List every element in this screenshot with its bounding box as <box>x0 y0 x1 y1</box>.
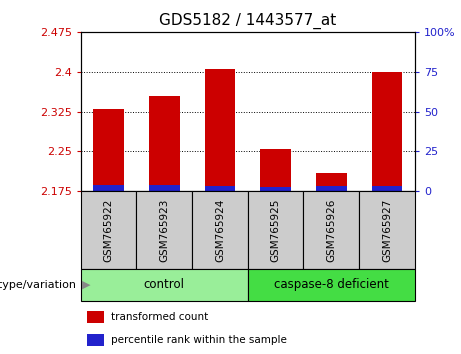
Bar <box>81 191 136 269</box>
Bar <box>248 269 415 301</box>
Bar <box>81 269 248 301</box>
Text: caspase-8 deficient: caspase-8 deficient <box>274 279 389 291</box>
Bar <box>93 109 124 191</box>
Bar <box>248 191 303 269</box>
Bar <box>205 187 235 191</box>
Text: control: control <box>144 279 185 291</box>
Bar <box>316 173 347 191</box>
Bar <box>205 69 235 191</box>
Bar <box>316 187 347 191</box>
Text: GSM765923: GSM765923 <box>159 198 169 262</box>
Text: GSM765927: GSM765927 <box>382 198 392 262</box>
Bar <box>260 149 291 191</box>
Text: GSM765922: GSM765922 <box>104 198 113 262</box>
Text: transformed count: transformed count <box>111 312 208 322</box>
Text: GSM765925: GSM765925 <box>271 198 281 262</box>
Bar <box>149 96 179 191</box>
Bar <box>93 185 124 191</box>
Bar <box>88 335 104 346</box>
Text: genotype/variation: genotype/variation <box>0 280 76 290</box>
Text: GSM765924: GSM765924 <box>215 198 225 262</box>
Title: GDS5182 / 1443577_at: GDS5182 / 1443577_at <box>159 13 337 29</box>
Bar <box>303 191 359 269</box>
Text: ▶: ▶ <box>82 280 90 290</box>
Bar <box>260 187 291 191</box>
Text: percentile rank within the sample: percentile rank within the sample <box>111 335 287 345</box>
Bar <box>88 312 104 322</box>
Bar <box>149 185 179 191</box>
Bar <box>136 191 192 269</box>
Bar <box>372 72 402 191</box>
Bar <box>192 191 248 269</box>
Bar <box>359 191 415 269</box>
Bar <box>372 187 402 191</box>
Text: GSM765926: GSM765926 <box>326 198 337 262</box>
